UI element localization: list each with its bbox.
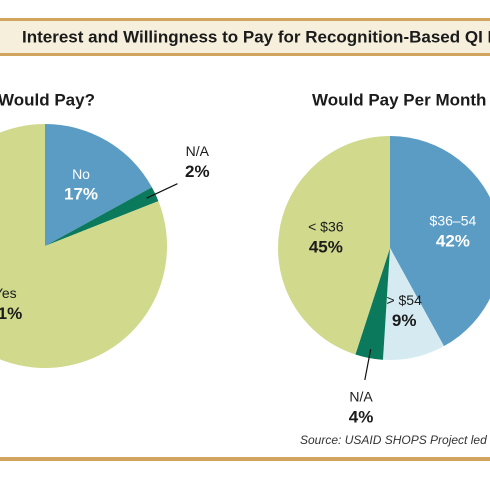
value-label: 4% <box>349 407 374 426</box>
value-label: 9% <box>392 311 417 330</box>
header-band <box>0 18 490 56</box>
header-rule <box>0 53 490 56</box>
pie-slice <box>45 124 152 246</box>
slice-label: < $36 <box>308 219 344 235</box>
pie-slice <box>45 187 159 246</box>
value-label: 42% <box>436 231 470 250</box>
value-label: 17% <box>64 185 98 204</box>
header-rule <box>0 18 490 21</box>
page-title: Interest and Willingness to Pay for Reco… <box>22 27 490 46</box>
value-label: 2% <box>185 162 210 181</box>
slice-label: $36–54 <box>430 213 477 229</box>
chart-title: Would Pay Per Month <box>312 90 486 109</box>
leader-line <box>146 183 178 199</box>
slice-label: Yes <box>0 285 17 301</box>
slice-label: No <box>72 166 90 182</box>
chart-title: Would Pay? <box>0 90 95 109</box>
pie-slice <box>277 136 390 355</box>
source-note: Source: USAID SHOPS Project led <box>300 433 487 447</box>
footer-rule <box>0 457 490 461</box>
value-label: 45% <box>309 237 343 256</box>
slice-label: > $54 <box>386 292 422 308</box>
pie-slice <box>390 136 490 347</box>
slice-label: N/A <box>186 143 210 159</box>
pie-slice <box>382 248 444 360</box>
slice-label: N/A <box>349 389 373 405</box>
leader-line <box>364 349 372 381</box>
pie-slice <box>0 124 167 368</box>
value-label: 81% <box>0 304 22 323</box>
pie-slice <box>355 248 390 360</box>
